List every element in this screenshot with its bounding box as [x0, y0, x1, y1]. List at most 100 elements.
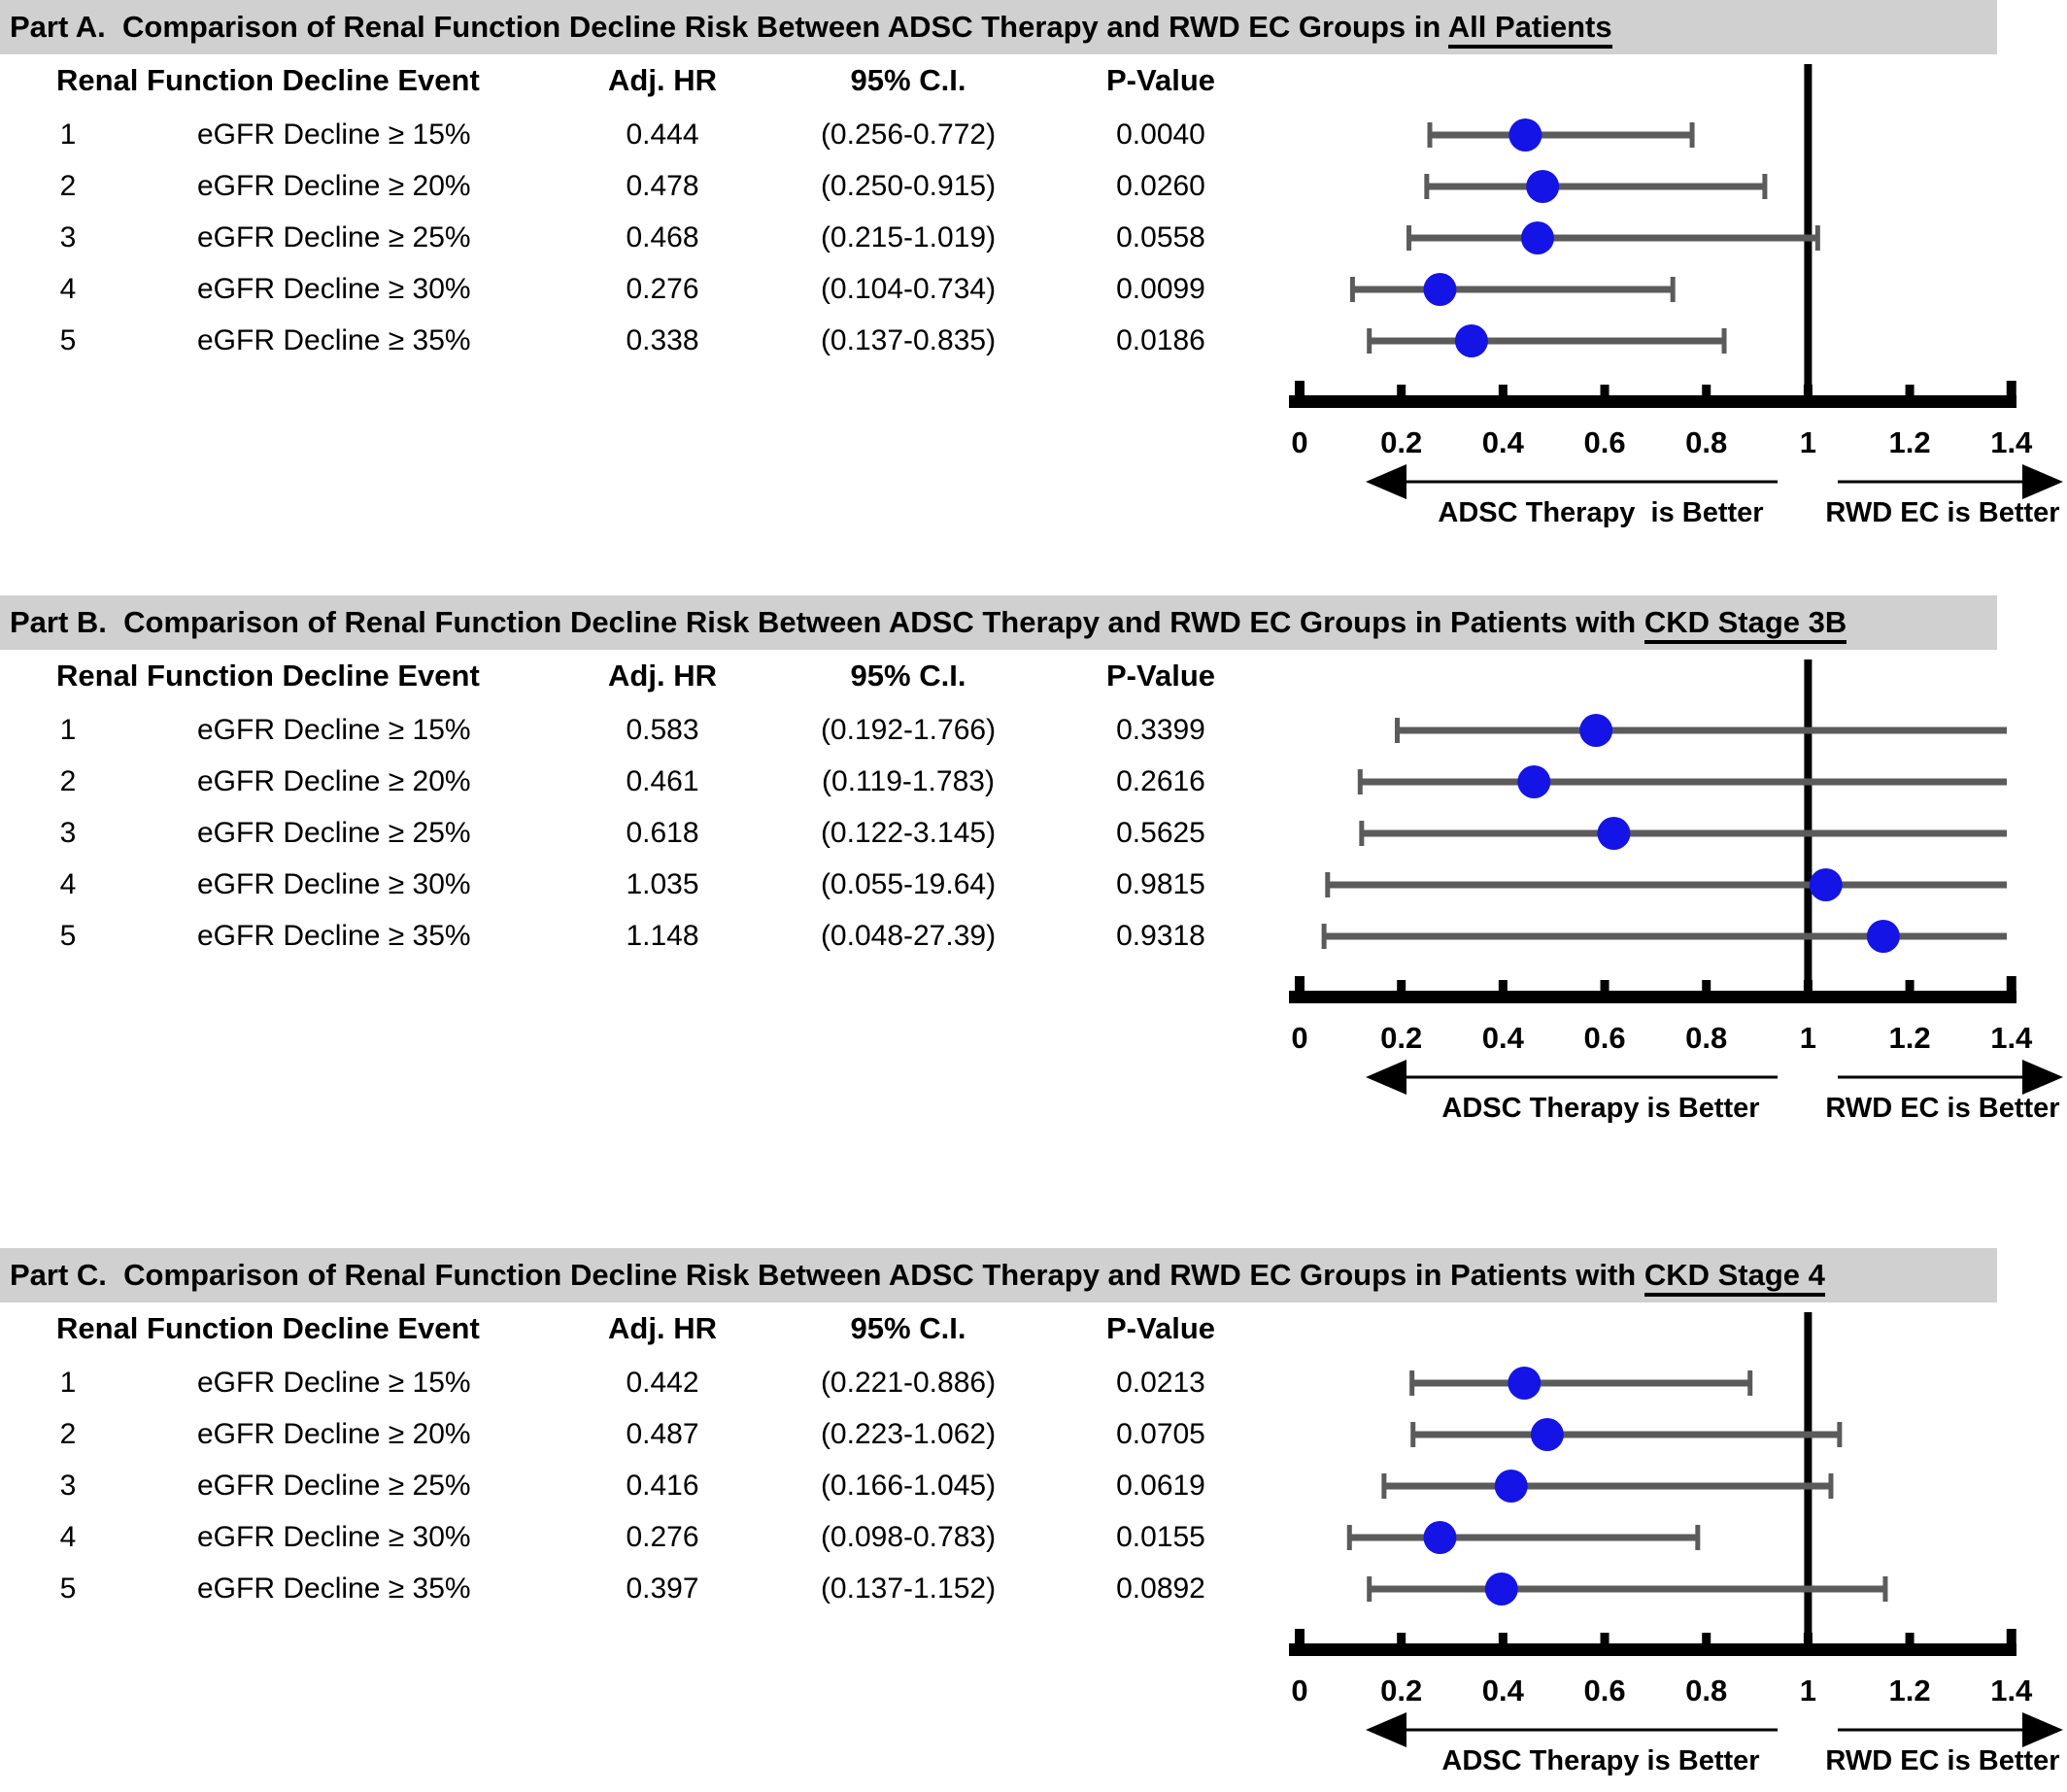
axis-tick-label: 0.6: [1583, 1674, 1625, 1707]
p-value: 0.0705: [1116, 1418, 1205, 1450]
axis-bar: [1289, 395, 2016, 408]
part-title: Part B. Comparison of Renal Function Dec…: [10, 605, 1644, 639]
event-row: 4 eGFR Decline ≥ 30% 0.276 (0.104-0.734) 0.0…: [0, 268, 1263, 311]
event-row: 1 eGFR Decline ≥ 15% 0.444 (0.256-0.772) 0.0…: [0, 114, 1263, 156]
direction-label-left: ADSC Therapy is Better: [1438, 497, 1763, 528]
event-label: eGFR Decline ≥ 30%: [197, 273, 471, 305]
event-label: eGFR Decline ≥ 25%: [197, 1470, 471, 1502]
direction-label-right: RWD EC is Better: [1825, 1745, 2059, 1776]
p-value: 0.0558: [1116, 221, 1205, 254]
axis-tick-label: 0.8: [1685, 1021, 1727, 1055]
p-value: 0.0099: [1116, 273, 1205, 305]
event-number: 2: [59, 1418, 77, 1450]
ci-value: (0.119-1.783): [822, 765, 995, 797]
p-value: 0.5625: [1116, 817, 1205, 849]
axis-tick-label: 1: [1800, 1021, 1816, 1055]
hr-point-marker: [1530, 1418, 1564, 1451]
event-number: 3: [59, 1470, 77, 1502]
event-row: 2 eGFR Decline ≥ 20% 0.461 (0.119-1.783) 0.2…: [0, 761, 1263, 803]
event-label: eGFR Decline ≥ 20%: [197, 170, 471, 202]
column-header-ci: 95% C.I.: [850, 63, 966, 97]
part-title-band: Part B. Comparison of Renal Function Dec…: [0, 595, 1997, 650]
column-header-event: Renal Function Decline Event: [56, 63, 480, 97]
adj-hr-value: 0.583: [626, 714, 699, 746]
axis-tick: [1397, 385, 1406, 395]
p-value: 0.9318: [1116, 920, 1205, 952]
axis-tick-label: 0.6: [1583, 1021, 1625, 1055]
column-header-adj-hr: Adj. HR: [608, 1311, 717, 1345]
event-label: eGFR Decline ≥ 30%: [197, 1521, 471, 1553]
event-label: eGFR Decline ≥ 15%: [197, 118, 471, 151]
ci-value: (0.223-1.062): [820, 1418, 997, 1450]
hr-point-marker: [1454, 324, 1488, 357]
forest-plot: 0 0.2 0.4 0.6 0.8 1 1.2 1.4 ADSC Therapy is Bett…: [1289, 659, 2063, 1124]
ci-value: (0.122-3.145): [820, 817, 997, 849]
ci-value: (0.192-1.766): [820, 714, 997, 746]
event-label: eGFR Decline ≥ 35%: [197, 324, 471, 356]
adj-hr-value: 0.487: [626, 1418, 699, 1450]
axis-tick: [1498, 1633, 1508, 1643]
column-header-adj-hr: Adj. HR: [608, 63, 717, 97]
direction-label-left: ADSC Therapy is Better: [1441, 1093, 1759, 1124]
direction-label-right: RWD EC is Better: [1825, 1093, 2059, 1124]
event-number: 3: [59, 817, 77, 849]
axis-tick-label: 0.2: [1380, 1674, 1422, 1707]
axis-tick-label: 0.4: [1482, 1674, 1525, 1707]
ci-value: (0.250-0.915): [820, 170, 997, 202]
event-row: 1 eGFR Decline ≥ 15% 0.583 (0.192-1.766) 0.3…: [0, 709, 1263, 752]
adj-hr-value: 0.461: [626, 765, 699, 797]
axis-tick-label: 1: [1800, 425, 1816, 459]
axis-bar: [1289, 1643, 2016, 1656]
event-number: 5: [59, 324, 77, 356]
p-value: 0.0892: [1116, 1572, 1205, 1605]
axis-tick-label: 1.4: [1990, 1674, 2033, 1707]
axis-tick: [1600, 385, 1610, 395]
p-value: 0.0186: [1116, 324, 1205, 356]
hr-point-marker: [1517, 765, 1551, 798]
axis-tick: [1803, 1633, 1813, 1643]
axis-tick: [1600, 1633, 1610, 1643]
event-number: 1: [59, 118, 77, 151]
adj-hr-value: 0.478: [626, 170, 699, 202]
forest-plot: 0 0.2 0.4 0.6 0.8 1 1.2 1.4 ADSC Therapy is Bett…: [1289, 64, 2063, 528]
direction-label-right: RWD EC is Better: [1825, 497, 2059, 528]
part-title-band: Part A. Comparison of Renal Function Dec…: [0, 0, 1997, 54]
hr-point-marker: [1484, 1572, 1518, 1606]
hr-point-marker: [1520, 221, 1554, 254]
part-title: Part C. Comparison of Renal Function Dec…: [10, 1258, 1644, 1292]
left-arrow-head-icon: [1366, 464, 1406, 499]
event-label: eGFR Decline ≥ 15%: [197, 714, 471, 746]
p-value: 0.0619: [1116, 1470, 1205, 1502]
hr-point-marker: [1866, 920, 1900, 953]
axis-tick-label: 0.6: [1583, 425, 1625, 459]
axis-tick: [1702, 980, 1711, 991]
event-number: 4: [59, 1521, 77, 1553]
axis-tick-label: 0.2: [1380, 425, 1422, 459]
axis-tick: [1905, 1633, 1915, 1643]
p-value: 0.9815: [1116, 868, 1205, 900]
axis-tick-label: 1.2: [1889, 425, 1931, 459]
forest-plot-part: Part B. Comparison of Renal Function Dec…: [0, 595, 2067, 1139]
axis-tick: [1498, 385, 1508, 395]
event-number: 1: [59, 714, 77, 746]
adj-hr-value: 1.035: [626, 868, 699, 900]
direction-label-left: ADSC Therapy is Better: [1441, 1745, 1759, 1776]
axis-tick-label: 1.2: [1889, 1674, 1931, 1707]
axis-tick-label: 0.8: [1685, 1674, 1727, 1707]
axis-end-cap: [1295, 381, 1305, 408]
part-title-subgroup: CKD Stage 3B: [1643, 605, 1847, 644]
part-title-band: Part C. Comparison of Renal Function Dec…: [0, 1248, 1997, 1302]
column-header-adj-hr: Adj. HR: [608, 659, 717, 693]
column-header-p-value: P-Value: [1106, 63, 1215, 97]
p-value: 0.0260: [1116, 170, 1205, 202]
ci-value: (0.055-19.64): [820, 868, 997, 900]
part-title: Part A. Comparison of Renal Function Dec…: [10, 10, 1448, 44]
event-row: 5 eGFR Decline ≥ 35% 0.338 (0.137-0.835) 0.0…: [0, 320, 1263, 362]
forest-plot-part: Part A. Comparison of Renal Function Dec…: [0, 0, 2067, 544]
ci-value: (0.098-0.783): [820, 1521, 997, 1553]
event-number: 2: [59, 170, 77, 202]
event-number: 2: [59, 765, 77, 797]
ci-value: (0.166-1.045): [820, 1470, 997, 1502]
event-label: eGFR Decline ≥ 35%: [197, 920, 471, 952]
event-row: 3 eGFR Decline ≥ 25% 0.618 (0.122-3.145) 0.5…: [0, 812, 1263, 855]
